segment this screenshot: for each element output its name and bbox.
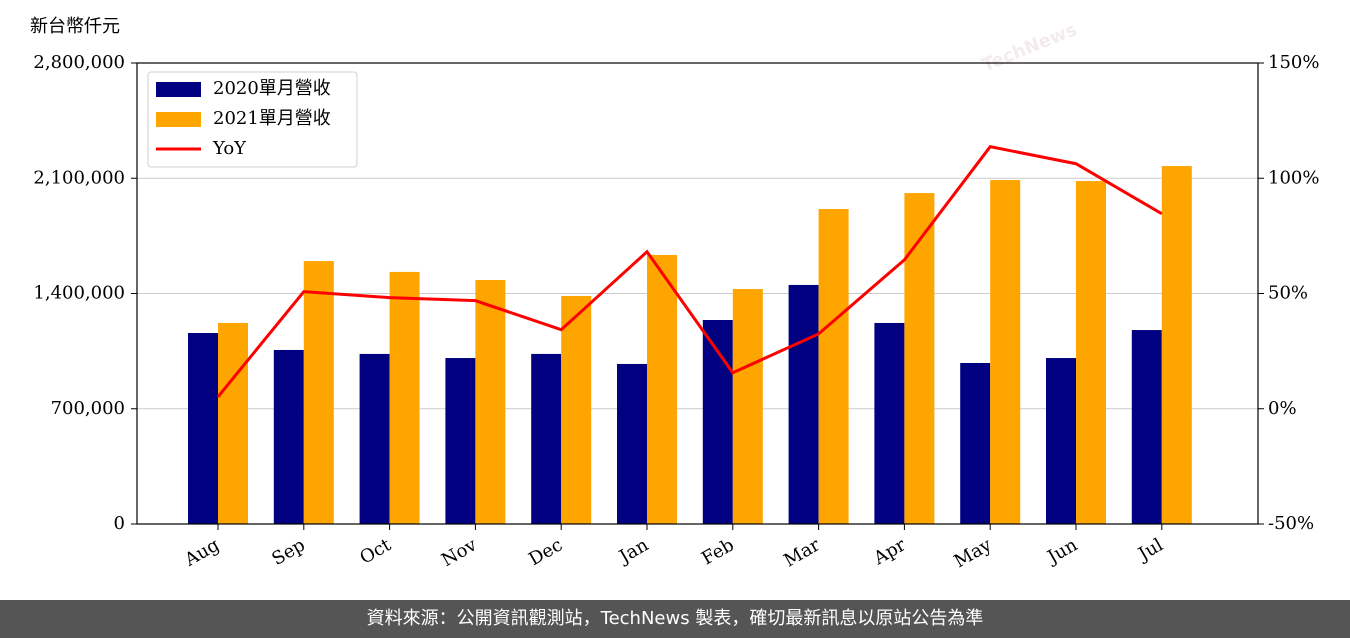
x-tick-label: Aug [180,534,223,571]
y-tick-label: 700,000 [51,398,125,419]
y-tick-label: 0 [114,513,125,534]
bar [389,271,420,524]
bar [531,353,562,524]
y2-tick-label: 0% [1268,398,1297,419]
bar [1076,181,1106,524]
bar [874,322,905,524]
bar [647,254,677,524]
bar [445,358,476,524]
footer-bar [0,600,1350,638]
x-tick-label: Mar [780,534,824,571]
bar [732,289,763,524]
plot-frame [136,62,1259,525]
bar [1161,166,1192,525]
legend-swatch [156,82,201,97]
bar [904,193,935,524]
legend-swatch [156,112,201,127]
bar [273,349,304,524]
y-tick-label: 1,400,000 [33,283,125,304]
legend-label: 2021單月營收 [213,108,331,129]
legend-label: 2020單月營收 [213,78,331,99]
bar [561,295,592,524]
bar [788,284,819,524]
x-tick-label: Oct [356,534,395,569]
x-tick-label: Nov [438,534,481,571]
y-tick-label: 2,100,000 [33,167,125,188]
x-tick-label: Jul [1133,534,1167,566]
bar [1131,330,1162,524]
bar [617,363,647,524]
x-tick-label: Sep [268,534,308,569]
bar [818,209,849,524]
x-tick-label: May [951,534,996,572]
bar [188,333,218,524]
watermark: TechNews [979,19,1080,76]
y-axis-label: 新台幣仟元 [30,16,120,37]
bar [218,322,248,524]
line [216,145,1163,398]
footer: 資料來源：公開資訊觀測站，TechNews 製表，確切最新訊息以原站公告為準 [367,608,984,629]
bar [359,353,390,524]
x-tick-label: Jun [1042,534,1081,569]
x-tick-label: Feb [698,534,738,569]
bar [303,261,334,524]
y2-tick-label: -50% [1268,513,1314,534]
y2-tick-label: 150% [1268,52,1319,73]
bar [960,362,991,524]
x-tick-label: Apr [869,534,909,569]
bar [475,279,506,524]
bar [1046,358,1076,524]
bar [990,180,1021,524]
legend-label: YoY [212,138,247,159]
x-tick-label: Jan [614,534,652,568]
y2-tick-label: 100% [1268,167,1319,188]
y-tick-label: 2,800,000 [33,52,125,73]
y2-tick-label: 50% [1268,283,1308,304]
x-tick-label: Dec [525,534,566,570]
